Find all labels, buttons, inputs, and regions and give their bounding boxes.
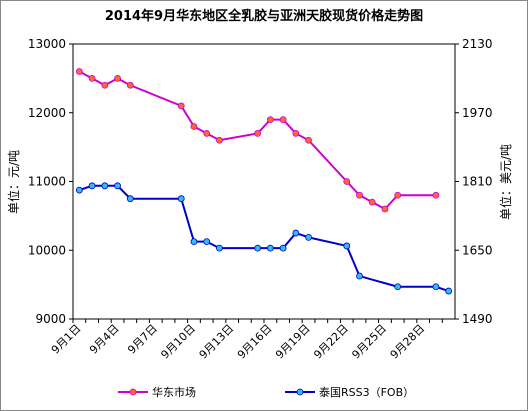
data-point (432, 191, 440, 199)
y2-tick-label: 2130 (462, 37, 493, 51)
data-point (266, 116, 274, 124)
data-point (75, 186, 83, 194)
data-point (356, 272, 363, 280)
data-point (177, 102, 185, 110)
data-point (266, 244, 274, 252)
data-point (88, 182, 96, 190)
legend-marker (129, 388, 137, 396)
data-point (88, 74, 96, 82)
y2-tick-label: 1490 (462, 312, 493, 326)
data-point (305, 233, 312, 241)
y-tick-label: 10000 (28, 243, 66, 257)
data-point (292, 129, 300, 137)
data-point (101, 182, 109, 190)
data-point (305, 136, 312, 144)
data-point (279, 244, 287, 252)
data-point (445, 287, 453, 295)
data-point (126, 81, 134, 89)
y2-tick-label: 1970 (462, 106, 493, 120)
data-point (343, 242, 351, 250)
data-point (75, 68, 83, 75)
data-point (216, 136, 223, 144)
y2-axis-label: 单位：美元/吨 (498, 144, 513, 220)
data-point (203, 129, 211, 137)
legend-marker (296, 388, 304, 396)
data-point (254, 244, 262, 252)
y-tick-label: 13000 (28, 37, 66, 51)
data-point (190, 123, 198, 130)
data-point (343, 178, 351, 185)
chart-title: 2014年9月华东地区全乳胶与亚洲天胶现货价格走势图 (105, 8, 423, 24)
data-point (394, 283, 402, 291)
data-point (292, 229, 300, 237)
data-point (126, 195, 134, 203)
data-point (177, 195, 185, 203)
y2-tick-label: 1650 (462, 243, 493, 257)
y-axis-label: 单位：元/吨 (6, 150, 21, 214)
data-point (216, 244, 223, 252)
data-point (394, 191, 402, 199)
y-tick-label: 11000 (28, 175, 66, 189)
data-point (356, 191, 363, 199)
data-point (279, 116, 287, 124)
data-point (114, 74, 121, 82)
data-point (432, 283, 440, 291)
y-tick-label: 12000 (28, 106, 66, 120)
y2-tick-label: 1810 (462, 175, 493, 189)
data-point (381, 205, 389, 213)
y-tick-label: 9000 (35, 312, 66, 326)
data-point (114, 182, 121, 190)
data-point (368, 198, 376, 206)
legend-label: 华东市场 (152, 385, 196, 399)
data-point (190, 238, 198, 246)
data-point (254, 129, 262, 137)
legend-label: 泰国RSS3（FOB） (319, 385, 414, 399)
data-point (203, 238, 211, 246)
data-point (101, 81, 109, 89)
